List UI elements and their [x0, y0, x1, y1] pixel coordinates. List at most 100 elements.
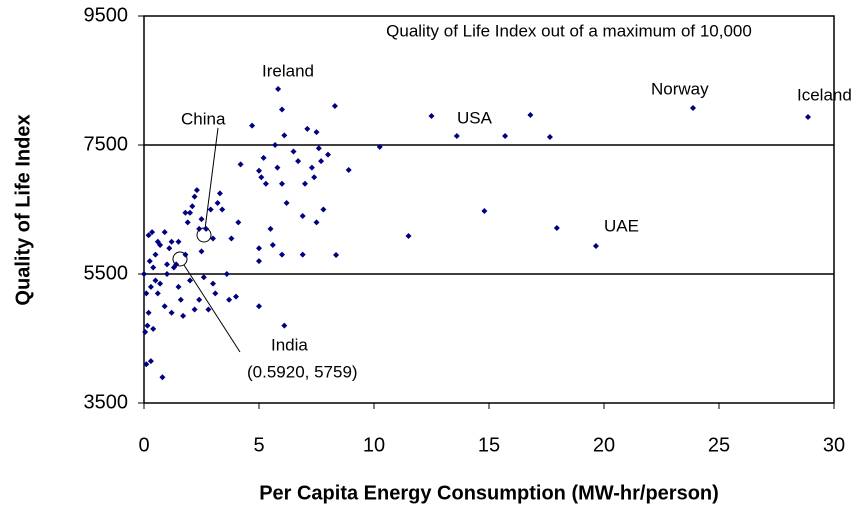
data-point — [161, 303, 168, 310]
annotation: USA — [457, 108, 493, 127]
data-point — [168, 238, 175, 245]
data-point — [274, 164, 281, 171]
data-point — [279, 251, 285, 258]
data-point — [235, 219, 242, 226]
y-tick-label: 9500 — [84, 4, 129, 26]
data-point — [345, 167, 352, 174]
data-point — [376, 143, 383, 150]
data-point — [193, 187, 200, 194]
y-tick-label: 7500 — [84, 133, 129, 155]
data-point — [164, 261, 170, 268]
data-point — [161, 229, 168, 236]
data-point — [553, 225, 560, 232]
data-point — [256, 167, 262, 174]
annotation: Norway — [651, 79, 709, 98]
data-point — [166, 245, 173, 252]
data-point — [249, 122, 256, 129]
data-point — [187, 209, 193, 216]
data-point — [299, 251, 306, 258]
y-tick-label: 5500 — [84, 262, 129, 284]
data-point — [180, 312, 187, 319]
data-point — [333, 251, 340, 258]
data-point — [223, 271, 230, 277]
data-point — [267, 225, 274, 232]
data-point — [159, 374, 166, 381]
data-point — [142, 329, 149, 336]
data-point — [428, 112, 435, 119]
data-point — [331, 102, 338, 109]
highlight-circle — [172, 251, 188, 267]
data-point — [325, 151, 331, 158]
x-tick-label: 10 — [363, 434, 385, 456]
data-point — [690, 104, 697, 111]
data-point — [143, 361, 150, 368]
annotation: Iceland — [797, 85, 852, 104]
annotation: Ireland — [262, 61, 314, 80]
data-point — [308, 164, 315, 171]
data-point — [198, 216, 205, 223]
data-point — [315, 145, 322, 152]
data-point — [210, 280, 216, 287]
data-point — [279, 180, 285, 187]
data-point — [145, 309, 152, 316]
x-tick-label: 25 — [708, 434, 730, 456]
data-point — [283, 200, 290, 207]
x-axis-label: Per Capita Energy Consumption (MW-hr/per… — [259, 482, 719, 504]
annotation: Quality of Life Index out of a maximum o… — [386, 21, 752, 40]
data-point — [216, 190, 223, 197]
data-point — [182, 251, 189, 258]
data-point — [157, 280, 164, 287]
data-point — [150, 264, 157, 271]
y-axis-label: Quality of Life Index — [12, 114, 34, 305]
data-point — [191, 193, 198, 200]
data-point — [527, 112, 534, 119]
annotation: UAE — [604, 216, 639, 235]
x-tick-label: 20 — [593, 434, 615, 456]
data-point — [154, 290, 161, 297]
data-point — [502, 132, 509, 139]
data-point — [182, 209, 189, 216]
annotation: (0.5920, 5759) — [247, 362, 358, 381]
data-point — [281, 132, 288, 139]
data-point — [144, 322, 151, 329]
data-point — [145, 232, 152, 239]
data-point — [592, 243, 599, 250]
data-point — [272, 142, 279, 148]
data-point — [313, 219, 320, 226]
data-point — [177, 296, 184, 303]
data-point — [313, 129, 320, 136]
data-point — [304, 125, 311, 132]
data-point — [207, 206, 214, 213]
data-point — [141, 271, 147, 277]
data-point — [210, 235, 216, 242]
data-point — [279, 106, 285, 113]
data-point — [214, 200, 221, 207]
annotation: China — [181, 109, 226, 128]
data-point — [175, 238, 182, 245]
data-point — [175, 283, 182, 290]
y-tick-label: 3500 — [84, 391, 129, 413]
data-point — [258, 174, 265, 181]
data-point — [147, 283, 154, 290]
data-point — [196, 296, 203, 303]
leader-line — [183, 264, 241, 353]
data-point — [149, 229, 156, 236]
data-point — [311, 174, 318, 181]
data-point — [295, 158, 302, 165]
x-tick-label: 0 — [138, 434, 149, 456]
data-point — [212, 290, 219, 297]
data-point — [405, 232, 412, 239]
data-point — [256, 245, 262, 252]
data-point — [205, 306, 212, 313]
data-point — [256, 258, 262, 265]
data-point — [203, 225, 210, 232]
data-point — [481, 207, 488, 214]
data-point — [198, 248, 205, 255]
data-point — [256, 303, 262, 310]
data-point — [228, 235, 235, 242]
data-point — [320, 206, 327, 213]
data-point — [189, 203, 196, 210]
data-point — [281, 322, 288, 329]
data-point — [237, 161, 244, 168]
